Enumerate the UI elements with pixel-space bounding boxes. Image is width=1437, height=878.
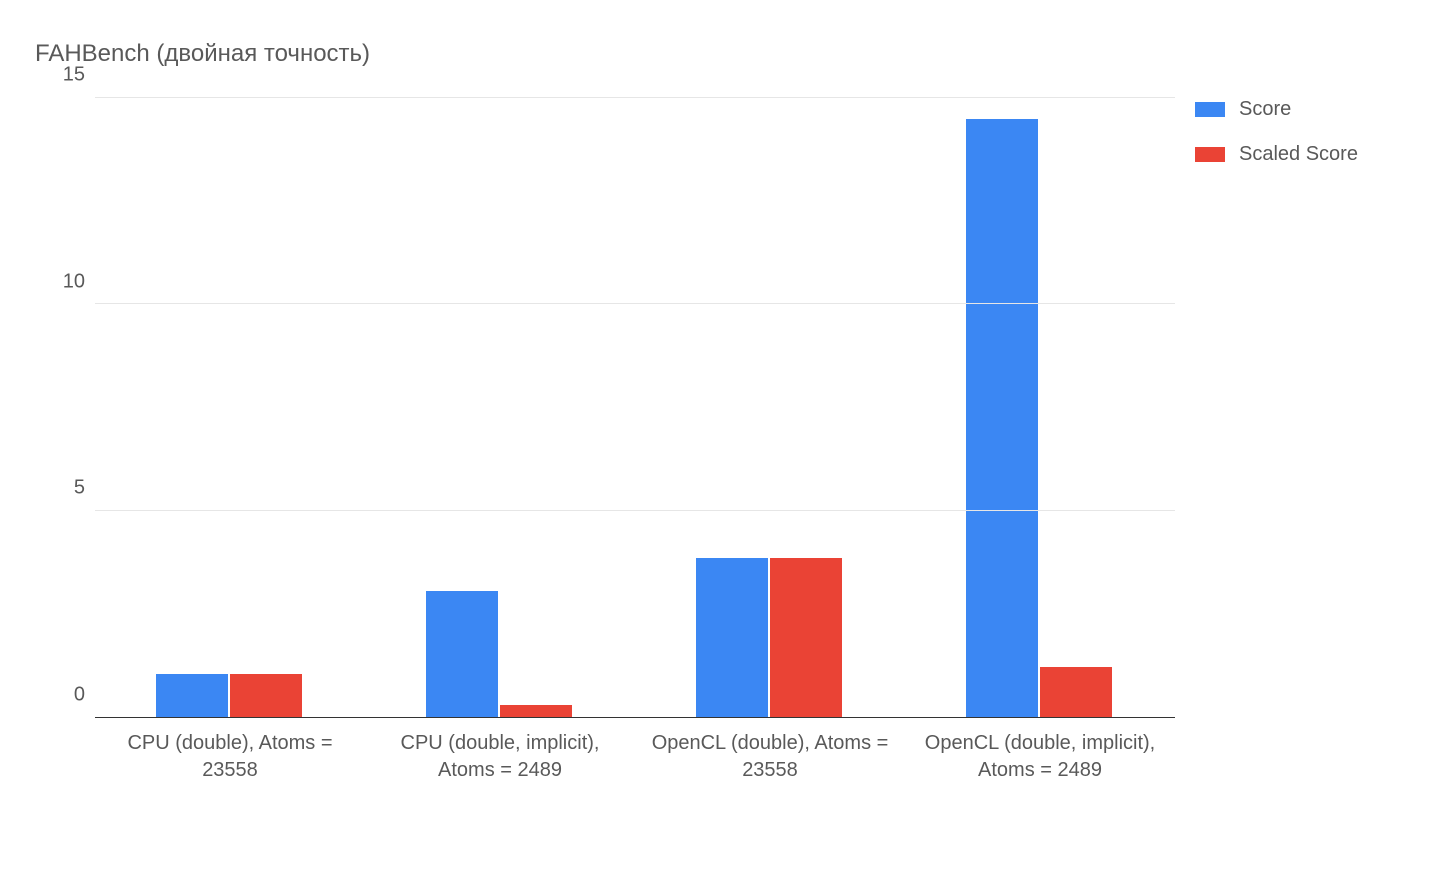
bar-score <box>696 558 768 717</box>
y-tick-label: 0 <box>74 684 85 707</box>
legend-label: Score <box>1239 98 1291 121</box>
bar-score <box>156 674 228 717</box>
legend-swatch <box>1195 147 1225 162</box>
x-axis: CPU (double), Atoms = 23558CPU (double, … <box>95 718 1175 818</box>
bar-scaled-score <box>770 558 842 717</box>
bar-scaled-score <box>1040 667 1112 717</box>
chart-title: FAHBench (двойная точность) <box>35 40 1415 68</box>
y-tick-label: 10 <box>63 270 85 293</box>
bar-score <box>966 119 1038 717</box>
plot-area <box>95 98 1175 718</box>
bar-scaled-score <box>500 705 572 717</box>
bar-scaled-score <box>230 674 302 717</box>
y-tick-label: 5 <box>74 477 85 500</box>
bar-score <box>426 591 498 717</box>
gridline <box>95 510 1175 511</box>
x-tick-label: OpenCL (double), Atoms = 23558 <box>635 730 905 784</box>
legend: Score Scaled Score <box>1195 98 1415 188</box>
bars-layer <box>95 98 1175 717</box>
y-tick-label: 15 <box>63 64 85 87</box>
legend-item: Scaled Score <box>1195 143 1415 166</box>
chart-container: FAHBench (двойная точность) 0 5 10 15 CPU (… <box>35 40 1415 860</box>
gridline <box>95 303 1175 304</box>
x-tick-label: OpenCL (double, implicit), Atoms = 2489 <box>905 730 1175 784</box>
legend-label: Scaled Score <box>1239 143 1358 166</box>
gridline <box>95 97 1175 98</box>
x-tick-label: CPU (double), Atoms = 23558 <box>95 730 365 784</box>
x-tick-label: CPU (double, implicit), Atoms = 2489 <box>365 730 635 784</box>
plot-wrap: 051015 CPU (double), Atoms = 23558CPU (d… <box>35 98 1415 818</box>
y-axis: 051015 <box>35 98 95 718</box>
legend-item: Score <box>1195 98 1415 121</box>
legend-swatch <box>1195 102 1225 117</box>
